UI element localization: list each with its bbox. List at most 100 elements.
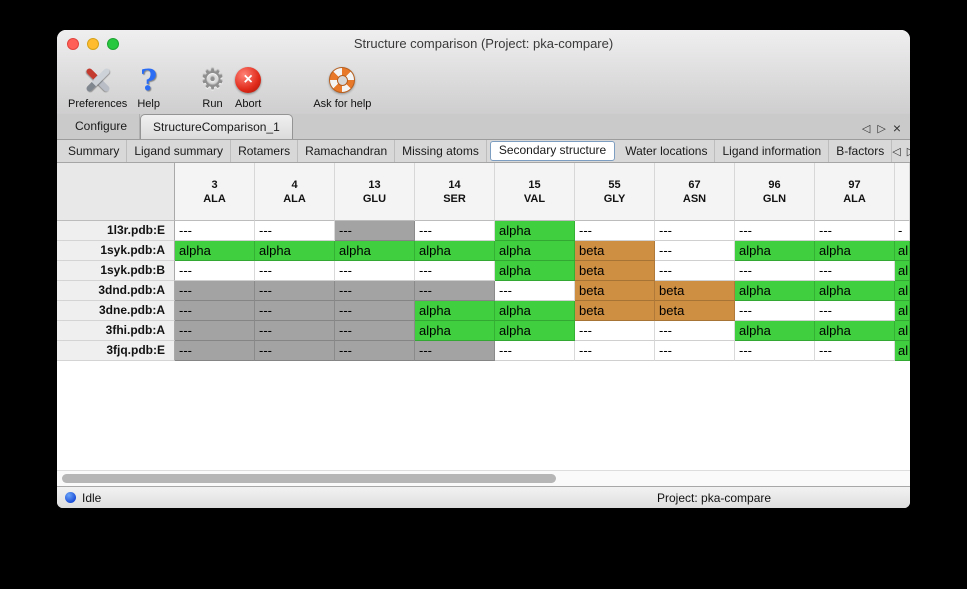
doc-tab-scroll-right-icon[interactable]: ▷ bbox=[877, 123, 886, 135]
table-cell[interactable]: --- bbox=[655, 321, 735, 341]
row-header[interactable]: 1syk.pdb:B bbox=[57, 261, 175, 281]
table-cell[interactable]: --- bbox=[415, 221, 495, 241]
horizontal-scrollbar[interactable] bbox=[57, 470, 910, 486]
table-cell[interactable]: --- bbox=[815, 221, 895, 241]
table-cell-partial[interactable]: al bbox=[895, 281, 910, 301]
table-cell[interactable]: --- bbox=[335, 281, 415, 301]
column-header[interactable]: 15 VAL bbox=[495, 163, 575, 221]
table-cell[interactable]: --- bbox=[575, 221, 655, 241]
table-cell[interactable]: --- bbox=[175, 281, 255, 301]
tab-configure[interactable]: Configure bbox=[63, 114, 141, 139]
tab-ligand-information[interactable]: Ligand information bbox=[715, 140, 830, 162]
doc-tab-scroll-left-icon[interactable]: ◁ bbox=[861, 123, 871, 135]
table-cell[interactable]: alpha bbox=[495, 241, 575, 261]
table-cell[interactable]: beta bbox=[575, 261, 655, 281]
table-cell[interactable]: beta bbox=[575, 281, 655, 301]
tab-summary[interactable]: Summary bbox=[61, 140, 128, 162]
report-tab-scroll-left-icon[interactable]: ◁ bbox=[892, 145, 901, 158]
zoom-window-button[interactable] bbox=[107, 38, 119, 50]
tab-water-locations[interactable]: Water locations bbox=[618, 140, 716, 162]
table-cell[interactable]: --- bbox=[335, 221, 415, 241]
table-cell[interactable]: --- bbox=[735, 261, 815, 281]
table-cell[interactable]: --- bbox=[255, 341, 335, 361]
tab-b-factors[interactable]: B-factors bbox=[829, 140, 893, 162]
table-cell[interactable]: --- bbox=[175, 341, 255, 361]
table-cell[interactable]: --- bbox=[255, 221, 335, 241]
table-cell[interactable]: --- bbox=[815, 261, 895, 281]
table-cell[interactable]: --- bbox=[415, 341, 495, 361]
table-cell[interactable]: --- bbox=[735, 221, 815, 241]
tab-structurecomparison-1[interactable]: StructureComparison_1 bbox=[140, 114, 293, 139]
table-cell[interactable]: --- bbox=[655, 261, 735, 281]
run-button[interactable]: ⚙ Run bbox=[195, 60, 230, 111]
tab-rotamers[interactable]: Rotamers bbox=[231, 140, 299, 162]
help-button[interactable]: ? Help bbox=[132, 60, 165, 110]
tab-ramachandran[interactable]: Ramachandran bbox=[298, 140, 396, 162]
row-header[interactable]: 3fjq.pdb:E bbox=[57, 341, 175, 361]
column-header[interactable]: 55 GLY bbox=[575, 163, 655, 221]
minimize-window-button[interactable] bbox=[87, 38, 99, 50]
table-cell-partial[interactable]: al bbox=[895, 261, 910, 281]
column-header[interactable]: 67 ASN bbox=[655, 163, 735, 221]
table-cell[interactable]: --- bbox=[735, 301, 815, 321]
report-tab-scroll-right-icon[interactable]: ▷ bbox=[907, 145, 910, 158]
table-cell[interactable]: alpha bbox=[175, 241, 255, 261]
table-cell-partial[interactable]: al bbox=[895, 241, 910, 261]
table-cell-partial[interactable]: al bbox=[895, 301, 910, 321]
table-cell[interactable]: --- bbox=[255, 261, 335, 281]
table-cell[interactable]: --- bbox=[575, 341, 655, 361]
ask-for-help-button[interactable]: Ask for help bbox=[308, 60, 376, 110]
column-header[interactable]: 14 SER bbox=[415, 163, 495, 221]
table-cell[interactable]: alpha bbox=[415, 321, 495, 341]
table-cell[interactable]: --- bbox=[255, 301, 335, 321]
table-cell[interactable]: --- bbox=[255, 281, 335, 301]
table-cell[interactable]: alpha bbox=[495, 221, 575, 241]
table-cell[interactable]: alpha bbox=[495, 321, 575, 341]
table-cell[interactable]: alpha bbox=[815, 241, 895, 261]
table-cell[interactable]: --- bbox=[495, 341, 575, 361]
table-cell-partial[interactable]: - bbox=[895, 221, 910, 241]
row-header[interactable]: 3dne.pdb:A bbox=[57, 301, 175, 321]
table-cell[interactable]: --- bbox=[415, 281, 495, 301]
row-header[interactable]: 3dnd.pdb:A bbox=[57, 281, 175, 301]
table-cell[interactable]: --- bbox=[255, 321, 335, 341]
column-header[interactable]: 96 GLN bbox=[735, 163, 815, 221]
preferences-button[interactable]: Preferences bbox=[63, 60, 132, 110]
table-cell[interactable]: --- bbox=[335, 301, 415, 321]
table-cell[interactable]: --- bbox=[415, 261, 495, 281]
table-cell[interactable]: --- bbox=[175, 321, 255, 341]
table-cell[interactable]: --- bbox=[175, 221, 255, 241]
table-cell[interactable]: --- bbox=[175, 261, 255, 281]
table-cell[interactable]: alpha bbox=[415, 301, 495, 321]
table-cell[interactable]: --- bbox=[575, 321, 655, 341]
column-header[interactable]: 97 ALA bbox=[815, 163, 895, 221]
table-cell[interactable]: alpha bbox=[735, 281, 815, 301]
table-cell[interactable]: alpha bbox=[495, 261, 575, 281]
column-header[interactable]: 13 GLU bbox=[335, 163, 415, 221]
tab-ligand-summary[interactable]: Ligand summary bbox=[127, 140, 232, 162]
table-cell-partial[interactable]: al bbox=[895, 321, 910, 341]
table-cell[interactable]: --- bbox=[175, 301, 255, 321]
table-cell[interactable]: alpha bbox=[735, 241, 815, 261]
table-cell[interactable]: --- bbox=[735, 341, 815, 361]
table-cell-partial[interactable]: al bbox=[895, 341, 910, 361]
doc-tab-close-icon[interactable]: × bbox=[892, 120, 901, 136]
scrollbar-thumb[interactable] bbox=[62, 474, 556, 483]
tab-secondary-structure[interactable]: Secondary structure bbox=[489, 141, 616, 161]
table-cell[interactable]: --- bbox=[815, 301, 895, 321]
column-header[interactable]: 3 ALA bbox=[175, 163, 255, 221]
table-cell[interactable]: alpha bbox=[255, 241, 335, 261]
table-cell[interactable]: alpha bbox=[815, 281, 895, 301]
table-cell[interactable]: --- bbox=[655, 221, 735, 241]
table-cell[interactable]: --- bbox=[655, 341, 735, 361]
close-window-button[interactable] bbox=[67, 38, 79, 50]
row-header[interactable]: 1syk.pdb:A bbox=[57, 241, 175, 261]
table-cell[interactable]: alpha bbox=[735, 321, 815, 341]
table-cell[interactable]: --- bbox=[335, 341, 415, 361]
table-cell[interactable]: beta bbox=[655, 301, 735, 321]
table-cell[interactable]: --- bbox=[335, 261, 415, 281]
row-header[interactable]: 3fhi.pdb:A bbox=[57, 321, 175, 341]
column-header[interactable]: 4 ALA bbox=[255, 163, 335, 221]
title-bar[interactable]: Structure comparison (Project: pka-compa… bbox=[57, 30, 910, 58]
table-cell[interactable]: beta bbox=[575, 301, 655, 321]
